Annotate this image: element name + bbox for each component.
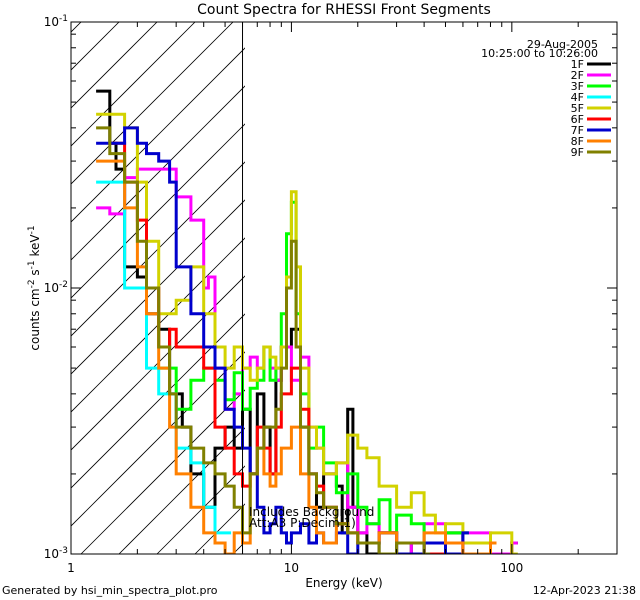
hatch-line xyxy=(71,85,245,261)
hatch-line xyxy=(71,22,82,33)
hatch-line xyxy=(71,313,245,489)
series-9F xyxy=(96,126,431,554)
hatch-line xyxy=(71,22,234,185)
legend-label-3F: 3F xyxy=(571,80,584,93)
annotation-attenuator: Att:A3 P:Decim 1) xyxy=(249,516,356,530)
hatch-line xyxy=(271,0,640,554)
x-tick-label: 100 xyxy=(500,561,523,575)
chart-title: Count Spectra for RHESSI Front Segments xyxy=(197,2,491,18)
legend-date: 29-Aug-2005 xyxy=(527,38,598,51)
hatch-line xyxy=(71,22,196,147)
series-5F xyxy=(96,112,518,554)
hatch-line xyxy=(71,351,245,527)
y-axis-label: counts cm-2 s-1 keV-1 xyxy=(27,225,42,350)
annotation-background: Includes Background xyxy=(249,505,374,519)
hatch-line xyxy=(80,389,245,554)
footer-timestamp: 12-Apr-2023 21:38 xyxy=(533,584,636,597)
hatch-line xyxy=(71,123,245,299)
hatch-line xyxy=(156,465,245,554)
legend: 29-Aug-2005 10:25:00 to 10:26:00 1F2F3F4… xyxy=(481,38,611,159)
hatch-line xyxy=(71,47,245,223)
hatch-line xyxy=(118,427,245,554)
x-tick-label: 1 xyxy=(67,561,75,575)
legend-label-1F: 1F xyxy=(571,58,584,71)
legend-label-2F: 2F xyxy=(571,69,584,82)
hatch-line xyxy=(71,237,245,413)
y-tick-label: 10-3 xyxy=(44,546,68,561)
hatched-region xyxy=(71,0,640,554)
legend-label-7F: 7F xyxy=(571,124,584,137)
hatch-line xyxy=(71,22,158,109)
y-tick-label: 10-2 xyxy=(44,280,68,295)
legend-label-8F: 8F xyxy=(571,135,584,148)
x-tick-label: 10 xyxy=(284,561,299,575)
hatch-line xyxy=(71,161,245,337)
legend-label-6F: 6F xyxy=(571,113,584,126)
legend-label-4F: 4F xyxy=(571,91,584,104)
y-tick-label: 10-1 xyxy=(44,14,68,29)
series-8F xyxy=(96,159,497,554)
legend-label-5F: 5F xyxy=(571,102,584,115)
legend-label-9F: 9F xyxy=(571,146,584,159)
x-axis-label: Energy (keV) xyxy=(305,576,382,590)
footer-generated-by: Generated by hsi_min_spectra_plot.pro xyxy=(2,584,218,597)
series-group xyxy=(96,89,518,554)
axes: 1 10 100 10-1 10-2 10-3 xyxy=(44,14,618,575)
legend-time-range: 10:25:00 to 10:26:00 xyxy=(481,47,598,60)
hatch-line xyxy=(71,199,245,375)
